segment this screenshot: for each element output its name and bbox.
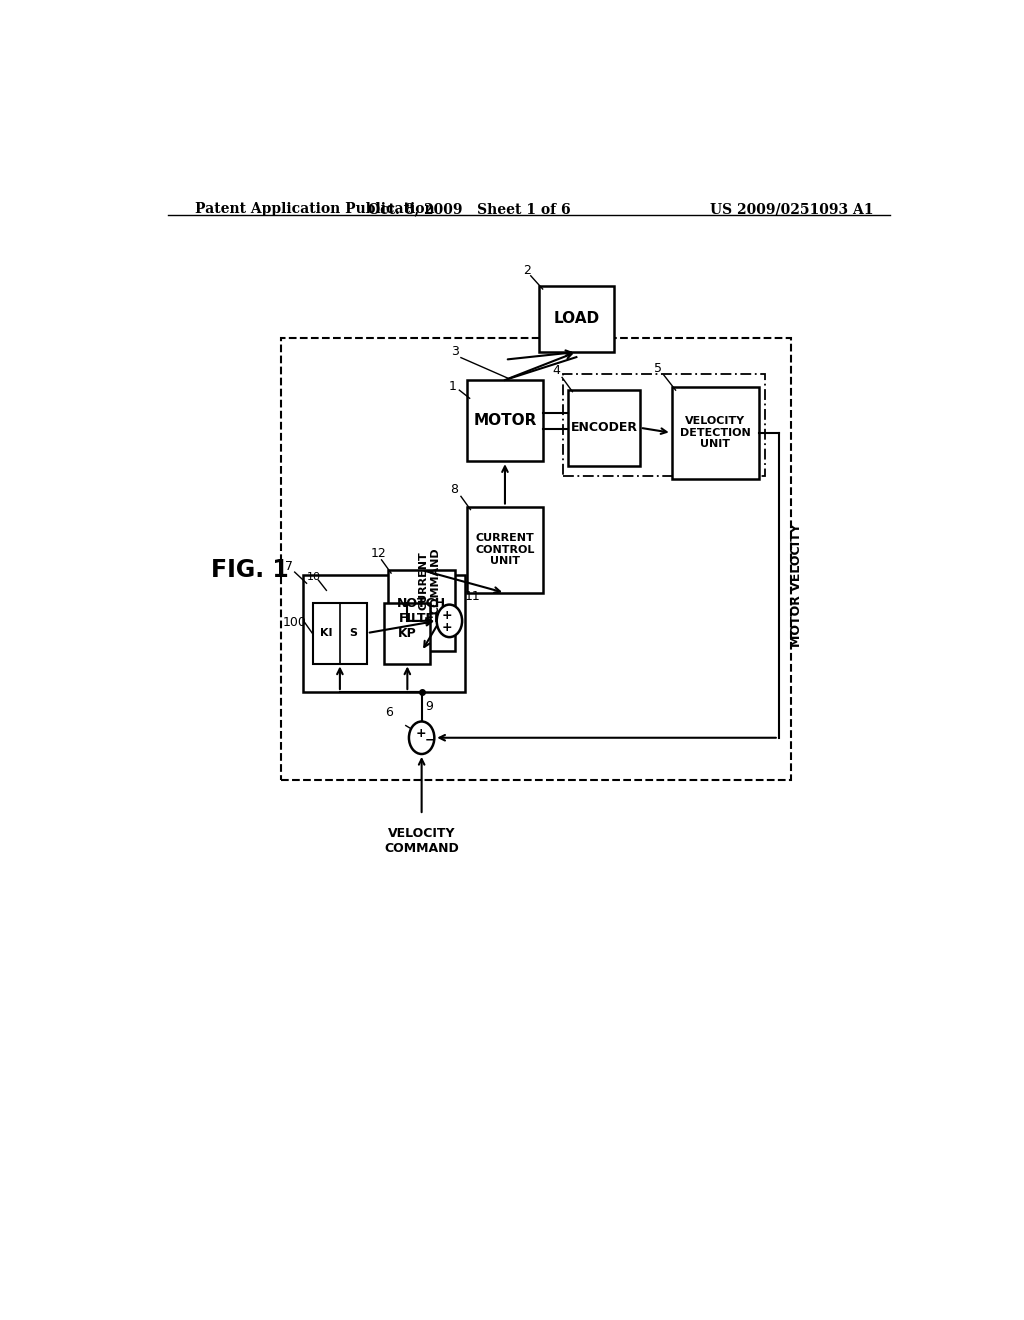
Text: LOAD: LOAD <box>553 312 599 326</box>
Text: 9: 9 <box>426 701 433 713</box>
Text: VELOCITY
COMMAND: VELOCITY COMMAND <box>384 828 459 855</box>
Text: Oct. 8, 2009   Sheet 1 of 6: Oct. 8, 2009 Sheet 1 of 6 <box>368 202 570 216</box>
Text: MOTOR VELOCITY: MOTOR VELOCITY <box>790 524 803 647</box>
Text: 1: 1 <box>449 380 457 393</box>
Text: +: + <box>416 727 426 741</box>
Bar <box>467 380 543 461</box>
Bar <box>303 576 465 692</box>
Text: +: + <box>441 610 453 622</box>
Text: S: S <box>349 628 357 638</box>
Text: −: − <box>425 734 435 746</box>
Text: 12: 12 <box>371 546 386 560</box>
Text: 2: 2 <box>523 264 530 277</box>
Text: 10: 10 <box>306 572 321 582</box>
Bar <box>539 286 614 352</box>
Text: CURRENT
CONTROL
UNIT: CURRENT CONTROL UNIT <box>475 533 535 566</box>
Text: +: + <box>441 622 453 635</box>
Text: 7: 7 <box>285 560 293 573</box>
Text: NOTCH
FILTER: NOTCH FILTER <box>397 597 446 624</box>
Text: FIG. 1: FIG. 1 <box>211 558 289 582</box>
Bar <box>388 570 456 651</box>
Circle shape <box>436 605 462 638</box>
Circle shape <box>409 722 434 754</box>
Bar <box>672 387 759 479</box>
Bar <box>282 338 792 780</box>
Bar <box>568 389 640 466</box>
Bar <box>313 602 367 664</box>
Text: 5: 5 <box>654 362 663 375</box>
Text: VELOCITY
DETECTION
UNIT: VELOCITY DETECTION UNIT <box>680 416 751 449</box>
Bar <box>467 507 543 593</box>
Text: CURRENT
COMMAND: CURRENT COMMAND <box>419 546 440 614</box>
Text: ̲100̲: ̲100̲ <box>283 616 306 628</box>
Text: 100: 100 <box>283 616 306 628</box>
Bar <box>384 602 430 664</box>
Text: 11: 11 <box>465 590 480 602</box>
Text: KI: KI <box>321 628 333 638</box>
Text: Patent Application Publication: Patent Application Publication <box>196 202 435 216</box>
Text: KP: KP <box>398 627 417 640</box>
Text: MOTOR: MOTOR <box>473 413 537 428</box>
Text: US 2009/0251093 A1: US 2009/0251093 A1 <box>711 202 873 216</box>
Text: 6: 6 <box>385 706 393 719</box>
Text: 3: 3 <box>452 345 460 358</box>
Bar <box>563 374 765 475</box>
Text: 8: 8 <box>450 483 458 496</box>
Text: 4: 4 <box>553 364 560 378</box>
Text: ENCODER: ENCODER <box>570 421 638 434</box>
